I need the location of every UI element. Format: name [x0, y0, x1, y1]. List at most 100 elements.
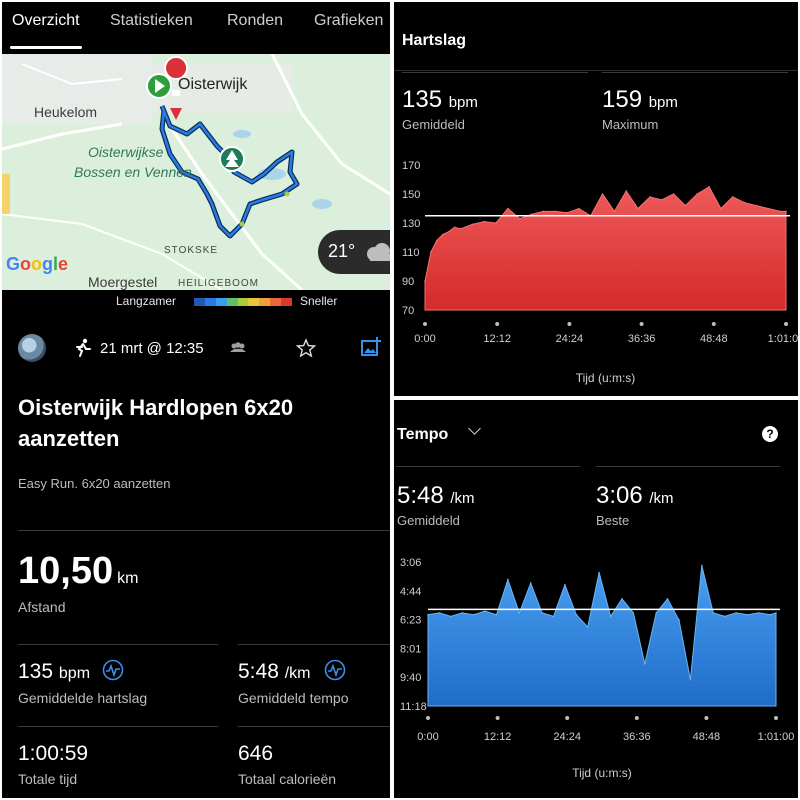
tempo-best-unit: /km	[649, 490, 674, 507]
distance-unit: km	[117, 570, 139, 587]
help-icon[interactable]: ?	[762, 426, 778, 442]
divider	[596, 466, 780, 467]
group-icon[interactable]	[228, 340, 248, 356]
data-point	[655, 612, 657, 614]
data-point	[552, 615, 555, 618]
data-point	[758, 612, 760, 614]
tab-overzicht[interactable]: Overzicht	[12, 12, 80, 29]
google-logo: Google	[6, 254, 69, 274]
tempo-best-value: 3:06	[596, 482, 643, 509]
data-point	[779, 210, 781, 213]
y-tick-label: 6:23	[400, 615, 421, 627]
pace-info-icon[interactable]	[324, 659, 346, 681]
x-tick-label: 0:00	[414, 333, 435, 345]
x-tick-dot	[495, 716, 500, 720]
x-tick-dot	[784, 322, 788, 326]
avg-pace-stat: 5:48 /km	[238, 660, 311, 684]
y-tick-label: 11:18	[400, 701, 427, 713]
x-tick-dot	[565, 716, 570, 720]
map-label-park-2: Bossen en Vennen	[74, 164, 192, 180]
x-tick-dot	[567, 322, 572, 326]
data-point	[484, 610, 486, 612]
tempo-chart[interactable]: 3:06 4:44 6:23 8:01 9:40 11:18 0:00 12:12 24:24 3…	[394, 400, 798, 798]
data-point	[472, 613, 475, 616]
data-point	[566, 212, 568, 214]
data-point	[696, 193, 699, 195]
data-point	[637, 207, 639, 210]
data-point	[586, 626, 589, 628]
hr-avg-stat: 135 bpm	[402, 86, 478, 114]
avg-pace-label: Gemiddeld tempo	[238, 690, 349, 706]
data-point	[746, 613, 749, 616]
data-point	[441, 233, 444, 236]
data-point	[461, 612, 464, 614]
heart-rate-info-icon[interactable]	[102, 659, 124, 681]
data-point	[564, 584, 566, 586]
avg-heart-rate-stat: 135 bpm	[18, 660, 90, 684]
data-point	[436, 239, 438, 242]
total-time-value: 1:00:59	[18, 742, 89, 765]
total-calories-label: Totaal calorieën	[238, 771, 337, 787]
start-marker-icon	[146, 73, 172, 99]
legend-swatch	[270, 298, 282, 306]
divider	[602, 72, 788, 73]
data-point	[723, 615, 726, 618]
data-area	[424, 186, 787, 311]
data-point	[684, 204, 687, 207]
tab-grafieken[interactable]: Grafieken	[314, 12, 384, 29]
hr-max-stat: 159 bpm	[602, 86, 678, 114]
total-time-label: Totale tijd	[18, 771, 78, 787]
x-tick-label: 36:36	[628, 333, 656, 345]
hr-avg-unit: bpm	[448, 94, 478, 111]
divider	[18, 530, 390, 531]
avatar[interactable]	[18, 334, 46, 362]
data-point	[541, 612, 543, 614]
legend-swatch	[259, 298, 271, 306]
x-tick-label: 24:24	[553, 731, 581, 743]
divider	[238, 644, 390, 645]
tempo-avg-value: 5:48	[397, 482, 444, 509]
data-point	[430, 251, 432, 253]
distance-value: 10,50	[18, 550, 114, 592]
data-point	[471, 223, 474, 226]
data-point	[712, 612, 715, 614]
x-tick-label: 0:00	[417, 731, 438, 743]
x-tick-label: 12:12	[484, 731, 512, 743]
x-tick-label: 36:36	[623, 731, 651, 743]
star-icon[interactable]	[296, 338, 316, 358]
activity-date: 21 mrt @ 12:35	[100, 340, 204, 357]
data-point	[518, 217, 521, 220]
y-tick-label: 4:44	[400, 586, 421, 598]
data-point	[529, 582, 532, 584]
active-tab-indicator	[10, 46, 82, 49]
legend-swatch	[237, 298, 249, 306]
x-tick-dot	[634, 716, 639, 720]
data-point	[601, 193, 604, 195]
x-tick-dot	[774, 716, 778, 720]
hr-avg-label: Gemiddeld	[402, 117, 465, 132]
distance-stat: 10,50 km	[18, 550, 138, 593]
x-tick-label: 48:48	[693, 731, 721, 743]
tab-ronden[interactable]: Ronden	[227, 12, 284, 29]
data-point	[701, 564, 703, 567]
heart-rate-chart[interactable]: 170 150 130 110 90 70 0:00 12:12 24:24 36:36 48:48…	[394, 2, 798, 396]
avg-pace-unit: /km	[284, 665, 311, 682]
legend-swatch	[281, 298, 293, 306]
hr-max-label: Maximum	[602, 117, 659, 132]
tab-statistieken[interactable]: Statistieken	[110, 12, 193, 29]
add-photo-icon[interactable]	[360, 336, 382, 358]
avg-heart-rate-label: Gemiddelde hartslag	[18, 690, 148, 706]
weather-chip[interactable]: 21°	[318, 230, 390, 274]
data-point	[731, 196, 734, 198]
y-tick-label: 130	[402, 218, 420, 230]
tempo-title: Tempo	[397, 426, 449, 443]
divider	[402, 72, 588, 73]
data-point	[720, 207, 722, 210]
y-tick-label: 170	[402, 160, 420, 172]
y-tick-label: 3:06	[400, 557, 421, 569]
x-tick-dot	[423, 322, 427, 326]
x-tick-dot	[704, 716, 709, 720]
map-background	[2, 54, 390, 290]
tab-bar: Overzicht Statistieken Ronden Grafieken	[2, 2, 390, 52]
route-map[interactable]: Oisterwijk Heukelom Oisterwijkse Bossen …	[2, 54, 390, 290]
